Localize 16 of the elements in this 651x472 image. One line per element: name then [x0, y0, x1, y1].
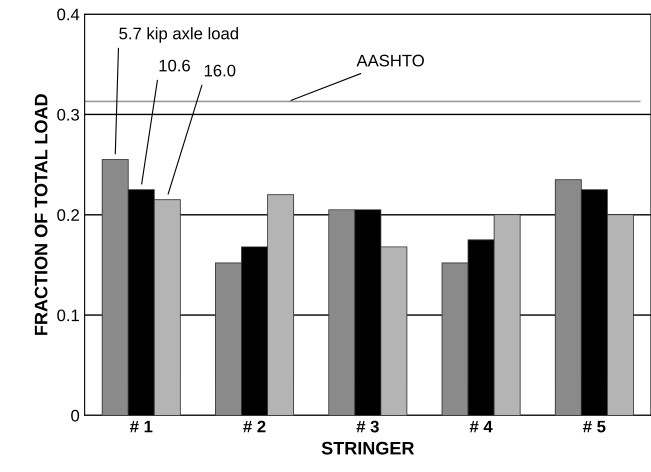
x-tick-label: # 4: [470, 420, 493, 432]
y-axis-title: FRACTION OF TOTAL LOAD: [34, 94, 48, 335]
x-tick-label: # 1: [130, 420, 152, 432]
x-axis-title: STRINGER: [322, 442, 414, 455]
y-tick-label: 0.2: [57, 209, 79, 221]
y-tick-label: 0.1: [57, 309, 79, 322]
y-tick-label: 0.4: [57, 8, 80, 20]
x-tick-label: # 2: [243, 420, 266, 432]
x-tick-label: # 3: [356, 420, 379, 432]
y-tick-label: 0: [71, 410, 80, 422]
text: 16.0: [204, 64, 236, 77]
ref-line-label: AASHTO: [356, 54, 424, 66]
y-tick-label: 0.3: [57, 108, 80, 121]
text: 10.6: [160, 60, 190, 72]
x-tick-label: # 5: [583, 420, 606, 432]
text: 5.7 kip axle load: [119, 27, 238, 43]
